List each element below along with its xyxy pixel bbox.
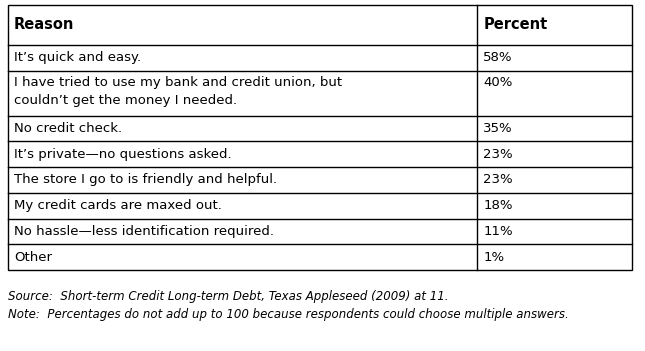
Text: No credit check.: No credit check.	[14, 122, 122, 135]
Text: 58%: 58%	[483, 51, 513, 64]
Text: 11%: 11%	[483, 225, 513, 238]
Bar	[8, 5, 632, 270]
Text: Reason: Reason	[14, 18, 74, 32]
Text: 35%: 35%	[483, 122, 513, 135]
Text: My credit cards are maxed out.: My credit cards are maxed out.	[14, 199, 222, 212]
Text: 23%: 23%	[483, 173, 513, 186]
Text: It’s quick and easy.: It’s quick and easy.	[14, 51, 141, 64]
Text: Other: Other	[14, 251, 52, 264]
Text: The store I go to is friendly and helpful.: The store I go to is friendly and helpfu…	[14, 173, 277, 186]
Text: 40%: 40%	[483, 75, 513, 88]
Text: 18%: 18%	[483, 199, 513, 212]
Text: It’s private—no questions asked.: It’s private—no questions asked.	[14, 148, 232, 161]
Text: Note:  Percentages do not add up to 100 because respondents could choose multipl: Note: Percentages do not add up to 100 b…	[8, 308, 569, 321]
Text: Percent: Percent	[483, 18, 548, 32]
Text: 23%: 23%	[483, 148, 513, 161]
Text: Source:  Short-term Credit Long-term Debt, Texas Appleseed (2009) at 11.: Source: Short-term Credit Long-term Debt…	[8, 290, 448, 303]
Text: 1%: 1%	[483, 251, 504, 264]
Text: I have tried to use my bank and credit union, but
couldn’t get the money I neede: I have tried to use my bank and credit u…	[14, 75, 342, 107]
Text: No hassle—less identification required.: No hassle—less identification required.	[14, 225, 274, 238]
